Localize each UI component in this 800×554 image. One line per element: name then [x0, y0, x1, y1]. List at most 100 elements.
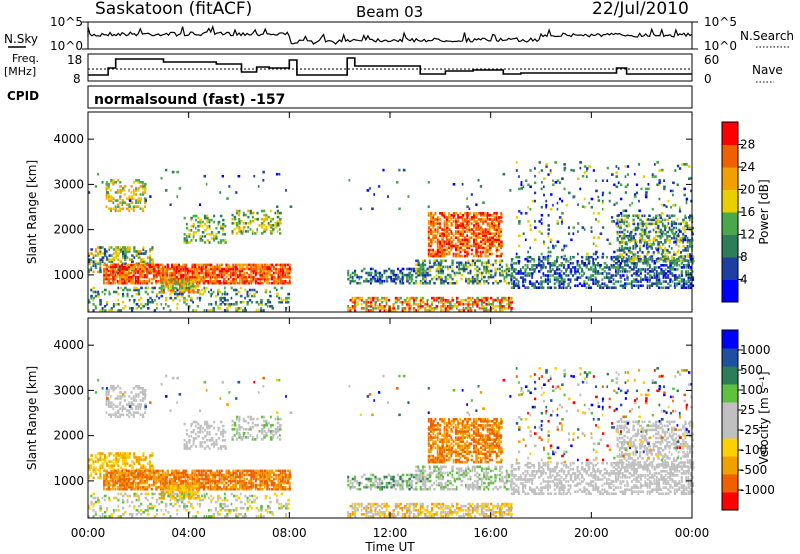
power-cell — [407, 195, 410, 198]
power-cell — [494, 261, 498, 265]
velocity-cell — [232, 485, 235, 489]
power-cell — [279, 267, 282, 271]
power-cell — [250, 279, 253, 283]
power-cell — [629, 240, 631, 244]
velocity-cell — [132, 479, 135, 483]
power-cell — [140, 296, 143, 300]
velocity-cell — [116, 487, 120, 491]
velocity-cell — [132, 487, 136, 491]
power-cell — [556, 179, 560, 182]
power-cell — [132, 271, 136, 275]
power-cell — [181, 280, 184, 284]
power-cell — [119, 195, 122, 198]
velocity-cell — [99, 472, 102, 476]
power-cell — [441, 250, 444, 254]
power-cell — [612, 260, 615, 263]
power-cell — [99, 303, 102, 306]
power-cell — [88, 254, 90, 257]
power-cell — [139, 265, 141, 269]
power-cell — [252, 277, 255, 281]
power-cell — [513, 282, 515, 285]
power-cell — [128, 195, 131, 198]
power-cell — [522, 282, 524, 285]
power-cell — [188, 229, 190, 232]
power-cell — [216, 279, 219, 283]
power-cell — [462, 267, 465, 271]
power-cell — [682, 220, 684, 224]
power-cell — [124, 262, 127, 266]
power-cell — [126, 246, 129, 249]
power-cell — [121, 207, 124, 211]
power-cell — [107, 183, 110, 186]
power-cell — [524, 257, 528, 261]
velocity-cell — [122, 456, 125, 459]
power-cell — [664, 268, 667, 271]
velocity-cell — [186, 479, 189, 483]
power-cell — [263, 263, 267, 267]
power-cell — [434, 234, 437, 237]
velocity-cell — [137, 487, 139, 491]
velocity-cell — [119, 454, 123, 457]
power-cell — [205, 271, 208, 275]
power-cell — [453, 281, 457, 285]
power-cell — [616, 230, 619, 234]
power-cell — [214, 303, 217, 306]
power-cell — [250, 271, 252, 275]
power-cell — [467, 300, 470, 304]
power-cell — [625, 253, 628, 256]
power-cell — [508, 307, 510, 310]
power-cell — [450, 218, 453, 221]
power-cell — [592, 212, 595, 215]
velocity-cell — [152, 475, 156, 479]
power-cell — [454, 254, 458, 258]
power-cell — [372, 296, 375, 300]
power-cell — [619, 266, 622, 269]
power-cell — [448, 242, 451, 246]
power-cell — [526, 257, 529, 261]
power-cell — [207, 269, 210, 273]
power-cell — [105, 205, 108, 208]
power-cell — [654, 163, 656, 166]
power-cell — [427, 181, 430, 184]
velocity-cell — [92, 460, 95, 463]
power-cell — [260, 300, 263, 304]
power-cell — [253, 294, 256, 298]
power-cell — [664, 274, 667, 277]
power-cell — [354, 269, 357, 273]
power-cell — [474, 261, 477, 265]
power-cell — [137, 305, 140, 308]
power-cell — [634, 257, 638, 260]
colorbar-tick-label: 12 — [740, 228, 755, 242]
power-cell — [522, 272, 525, 275]
power-cell — [276, 230, 279, 233]
velocity-cell — [137, 483, 140, 487]
power-cell — [496, 298, 500, 302]
velocity-cell — [119, 485, 122, 489]
power-cell — [510, 275, 513, 279]
power-cell — [469, 303, 472, 306]
power-cell — [247, 215, 250, 219]
power-cell — [645, 226, 648, 230]
power-cell — [634, 238, 637, 242]
power-cell — [500, 240, 503, 244]
power-cell — [498, 242, 501, 246]
power-cell — [436, 238, 440, 242]
power-cell — [434, 222, 438, 225]
power-cell — [171, 271, 174, 275]
power-cell — [448, 250, 451, 254]
power-cell — [619, 274, 622, 277]
power-cell — [515, 169, 518, 172]
power-cell — [655, 238, 658, 242]
power-cell — [597, 199, 601, 202]
power-cell — [151, 298, 153, 302]
power-cell — [531, 264, 534, 267]
power-cell — [182, 269, 186, 273]
power-cell — [119, 279, 122, 283]
power-cell — [210, 237, 214, 240]
power-cell — [659, 234, 662, 238]
velocity-cell — [234, 475, 237, 479]
power-cell — [475, 254, 478, 258]
power-cell — [144, 286, 148, 290]
power-cell — [476, 303, 479, 306]
